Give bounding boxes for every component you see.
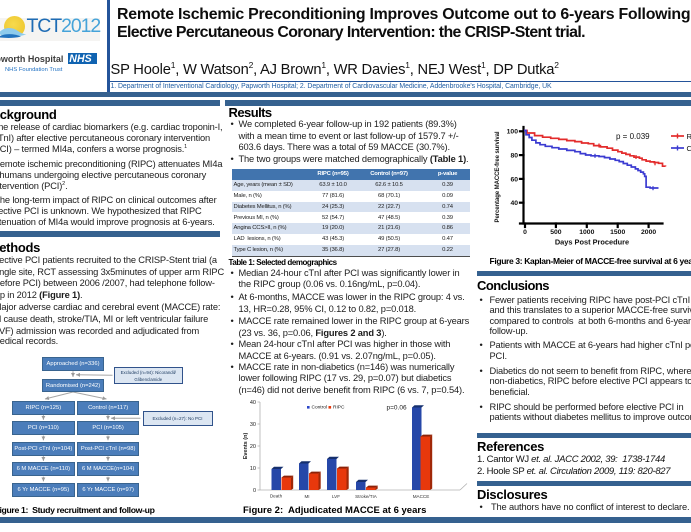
svg-text:30: 30 (250, 422, 256, 428)
svg-text:Percentage MACCE-free survival: Percentage MACCE-free survival (495, 131, 501, 222)
svg-text:100: 100 (507, 129, 519, 136)
svg-text:RIPC: RIPC (687, 132, 691, 141)
svg-text:1000: 1000 (579, 229, 594, 236)
svg-text:20: 20 (250, 444, 256, 450)
svg-text:Events (n): Events (n) (243, 433, 249, 460)
svg-text:500: 500 (550, 229, 562, 236)
svg-text:p=0.06: p=0.06 (387, 405, 407, 412)
svg-text:60: 60 (510, 176, 518, 183)
svg-text:2000: 2000 (641, 229, 656, 236)
svg-text:0: 0 (523, 229, 527, 236)
svg-text:80: 80 (510, 153, 518, 160)
svg-text:40: 40 (250, 400, 256, 406)
svg-text:LVF: LVF (332, 494, 340, 499)
svg-text:Death: Death (270, 494, 283, 499)
svg-text:40: 40 (510, 200, 518, 207)
svg-text:p = 0.039: p = 0.039 (616, 132, 650, 141)
svg-text:RIPC: RIPC (333, 405, 345, 411)
svg-text:10: 10 (250, 466, 256, 472)
svg-text:Control: Control (687, 144, 691, 153)
svg-text:MACCE: MACCE (413, 494, 430, 499)
svg-text:Days Post Procedure: Days Post Procedure (555, 238, 629, 247)
svg-text:Stroke/TIA: Stroke/TIA (355, 494, 378, 499)
svg-text:1500: 1500 (610, 229, 625, 236)
svg-text:MI: MI (304, 494, 309, 499)
svg-text:0: 0 (253, 488, 256, 494)
svg-text:Control: Control (312, 405, 327, 411)
